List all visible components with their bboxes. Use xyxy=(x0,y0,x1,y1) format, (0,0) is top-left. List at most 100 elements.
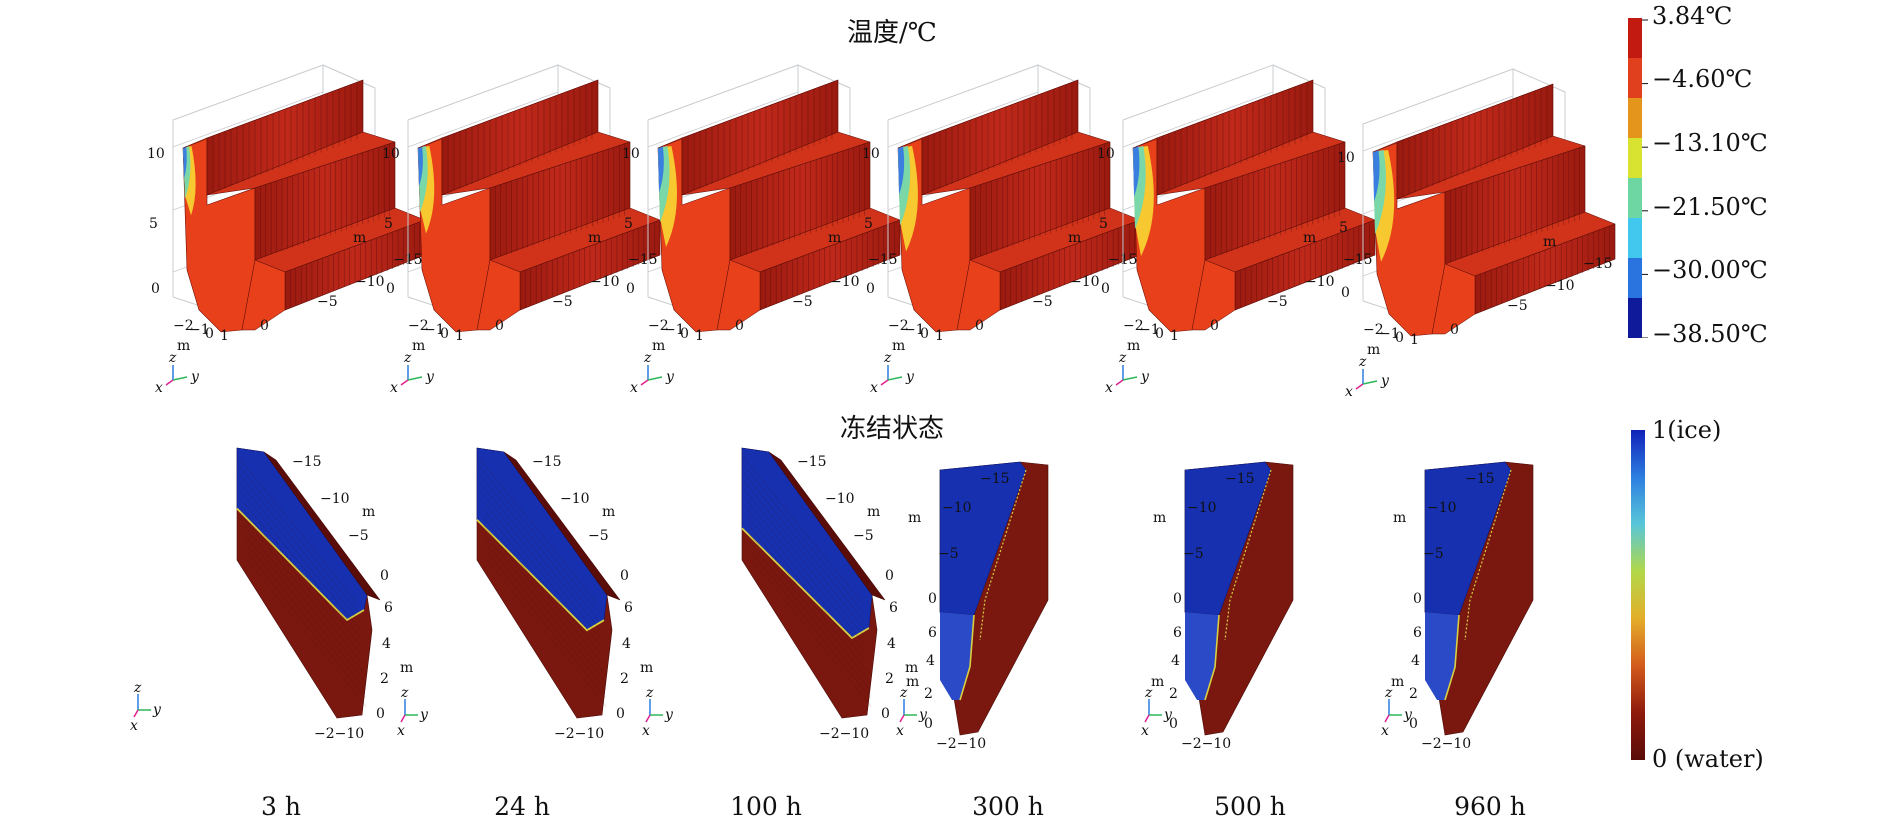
x-tick: 1 xyxy=(695,328,704,344)
side-face xyxy=(503,451,621,601)
x-tick: 0 xyxy=(680,326,689,342)
frozen-zone-lower xyxy=(1185,612,1219,700)
triad-z-label: z xyxy=(400,685,409,701)
mesh-line xyxy=(746,507,868,656)
mesh-line xyxy=(746,499,867,647)
y-axis-unit: m xyxy=(353,230,366,246)
y-axis-unit: m xyxy=(1393,510,1406,526)
triad-y-label: y xyxy=(664,707,674,723)
temp-colorbar-band xyxy=(1628,98,1642,138)
triad-x-axis xyxy=(1384,714,1390,723)
time-label-300h: 300 h xyxy=(972,792,1044,821)
triad-y-label: y xyxy=(918,707,928,723)
z-tick: 6 xyxy=(624,600,633,616)
mesh-line xyxy=(245,550,366,698)
x-tick: −2 xyxy=(888,318,909,334)
y-tick: −10 xyxy=(1070,274,1100,290)
triad-y-label: y xyxy=(419,707,429,723)
x-tick: −2 xyxy=(1363,322,1384,338)
x-tick: 0 xyxy=(205,326,214,342)
temperature-title: 温度/℃ xyxy=(847,18,937,48)
mesh-line xyxy=(749,533,870,681)
mesh-line xyxy=(480,490,601,638)
triad-y-axis xyxy=(407,376,423,381)
x-axis-unit: m xyxy=(412,338,425,354)
z-tick: 0 xyxy=(924,716,933,732)
x-axis-unit: m xyxy=(1367,342,1380,358)
x-tick: −2 xyxy=(408,318,429,334)
y-tick: −15 xyxy=(292,454,322,470)
mesh-line xyxy=(477,456,598,604)
triad-z-label: z xyxy=(1144,685,1153,701)
freezing-front xyxy=(1224,469,1272,641)
time-label-500h: 500 h xyxy=(1214,792,1286,821)
z-tick: 4 xyxy=(926,653,935,669)
toe-block xyxy=(956,259,1001,331)
z-axis-unit: m xyxy=(906,674,919,690)
grid-line xyxy=(1362,95,1514,152)
y-tick: −5 xyxy=(552,294,573,310)
z-tick: 4 xyxy=(887,636,896,652)
x-tick: −2−10 xyxy=(1421,736,1471,752)
x-tick: 0 xyxy=(1395,330,1404,346)
y-tick: −15 xyxy=(1465,471,1495,487)
y-tick: −5 xyxy=(1183,546,1204,562)
time-label-960h: 960 h xyxy=(1454,792,1526,821)
y-tick: −5 xyxy=(1032,294,1053,310)
z-tick: 5 xyxy=(384,216,393,232)
mesh-line xyxy=(482,516,603,664)
triad-y-axis xyxy=(1362,380,1378,385)
z-tick: 6 xyxy=(1413,625,1422,641)
toe-block xyxy=(476,259,521,331)
freezing-front xyxy=(236,507,365,622)
y-tick: −5 xyxy=(348,528,369,544)
grid-line xyxy=(887,91,1039,148)
z-tick: 0 xyxy=(616,706,625,722)
temp-scale-label-1: −4.60℃ xyxy=(1652,65,1753,93)
triad-z-label: z xyxy=(168,350,177,366)
triad-x-axis xyxy=(165,379,174,386)
z-tick: 6 xyxy=(384,600,393,616)
x-axis-unit: m xyxy=(1127,338,1140,354)
y-tick: 0 xyxy=(1210,318,1219,334)
z-axis-unit: m xyxy=(1151,674,1164,690)
triad-x-axis xyxy=(880,379,889,386)
mesh-line xyxy=(479,482,600,630)
z-tick: 6 xyxy=(1173,625,1182,641)
z-tick: 10 xyxy=(622,146,640,162)
frozen-zone-lower xyxy=(940,612,974,700)
time-label-3h: 3 h xyxy=(261,792,301,821)
triad-y-label: y xyxy=(1403,707,1413,723)
y-tick: −10 xyxy=(825,491,855,507)
mesh-line xyxy=(481,499,602,647)
triad-z-label: z xyxy=(645,685,654,701)
mesh-line xyxy=(484,533,605,681)
temp-scale-label-0: 3.84℃ xyxy=(1652,2,1733,30)
x-tick: 0 xyxy=(440,326,449,342)
mesh-line xyxy=(484,542,605,690)
toe-block xyxy=(1191,259,1236,331)
y-tick: −15 xyxy=(1343,252,1373,268)
x-tick: −2−10 xyxy=(936,736,986,752)
temp-colorbar-band xyxy=(1628,58,1642,98)
z-axis-unit: m xyxy=(1391,674,1404,690)
triad-z-label: z xyxy=(899,685,908,701)
y-tick: 0 xyxy=(380,568,389,584)
x-tick: −1 xyxy=(1379,326,1400,342)
z-axis-unit: m xyxy=(640,660,653,676)
mesh-line xyxy=(744,482,865,630)
mesh-line xyxy=(749,542,870,690)
x-tick: −1 xyxy=(1139,322,1160,338)
z-tick: 2 xyxy=(1169,686,1178,702)
z-tick: 10 xyxy=(862,146,880,162)
triad-x-axis xyxy=(645,714,651,723)
z-axis-unit: m xyxy=(905,660,918,676)
temp-colorbar-band xyxy=(1628,138,1642,178)
freezing-front xyxy=(741,527,870,640)
